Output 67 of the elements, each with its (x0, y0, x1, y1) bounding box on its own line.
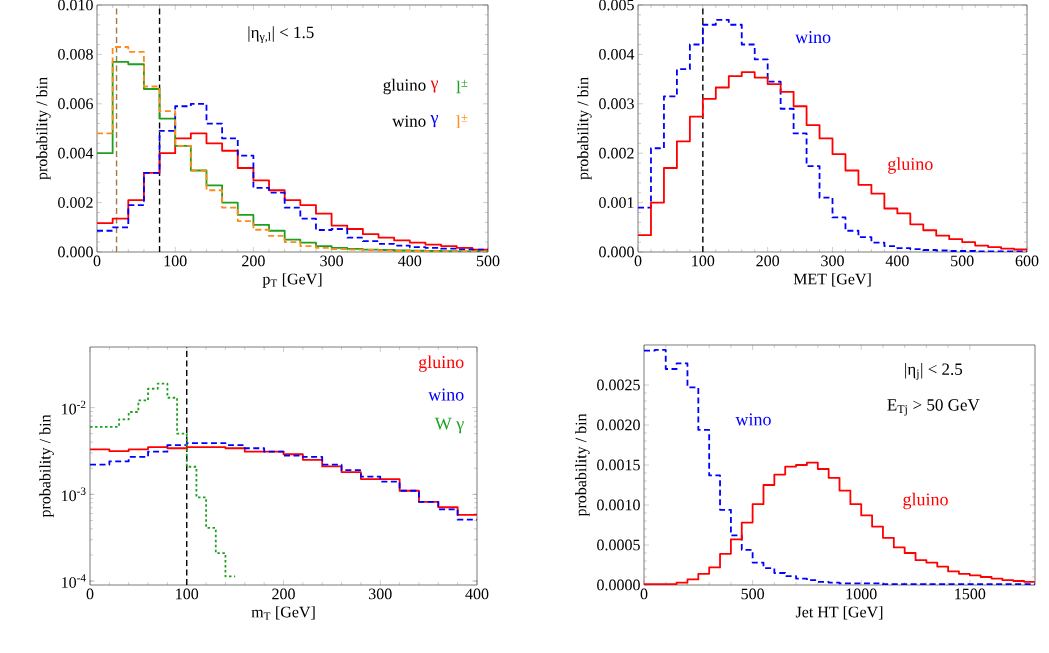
x-tick-label: 0 (93, 255, 101, 267)
annotation: |η$_{γ,l}$| < 1.5 (248, 26, 314, 44)
y-tick-label: 0.001 (599, 197, 634, 209)
annotation: wino (392, 115, 426, 127)
x-tick-label: 1000 (846, 588, 877, 600)
x-tick-label: 0 (640, 588, 648, 600)
x-tick-label: 1500 (955, 588, 986, 600)
y-axis-title: probability / bin (577, 77, 592, 180)
y-tick-label: 10$^{-3}$ (62, 487, 86, 502)
x-tick-label: 600 (1015, 255, 1039, 267)
y-tick-label: 0.0010 (597, 499, 640, 511)
y-tick-label: 0.005 (599, 0, 634, 11)
y-tick-label: 0.000 (599, 246, 634, 258)
text: γ (430, 115, 439, 128)
y-tick-label: 0.003 (599, 98, 634, 110)
text: W γ (434, 417, 464, 434)
x-axis-title: p$_{T}$ [GeV] (262, 273, 322, 288)
y-tick-label: 0.004 (599, 48, 635, 60)
annotation: gluino (383, 78, 426, 95)
x-tick-label: 0 (634, 255, 642, 267)
series-label: wino (735, 413, 771, 426)
x-tick-label: 0 (86, 588, 94, 600)
y-tick-label: 0.000 (58, 246, 93, 258)
x-tick-label: 400 (885, 255, 909, 267)
y-tick-label: 10$^{-4}$ (62, 574, 86, 588)
y-tick-label: 0.002 (58, 197, 93, 209)
y-axis-title: probability / bin (39, 414, 54, 518)
x-tick-label: 300 (821, 255, 844, 267)
x-axis-title: Jet HT [GeV] (795, 606, 883, 620)
y-tick-label: 0.0015 (597, 459, 640, 471)
y-tick-label: 10$^{-2}$ (62, 400, 86, 415)
y-tick-label: 0.004 (58, 147, 94, 159)
x-tick-label: 100 (176, 588, 199, 600)
y-tick-label: 0.0005 (597, 539, 640, 551)
x-tick-label: 500 (951, 255, 974, 267)
x-tick-label: 100 (164, 255, 187, 267)
series-label: gluino (888, 157, 933, 174)
text: wino (428, 388, 464, 401)
x-axis-title: MET [GeV] (793, 273, 871, 287)
y-tick-label: 0.006 (58, 98, 94, 110)
x-axis-title: m$_{T}$ [GeV] (251, 606, 315, 620)
x-tick-label: 500 (741, 588, 765, 600)
x-tick-label: 400 (465, 588, 489, 600)
text: l$^{±}$ (456, 114, 468, 128)
x-tick-label: 100 (692, 255, 715, 267)
x-tick-label: 300 (320, 255, 343, 267)
x-tick-label: 500 (476, 255, 500, 267)
y-tick-label: 0.008 (58, 48, 93, 60)
y-axis-title: probability / bin (36, 77, 51, 180)
y-tick-label: 0.010 (58, 0, 93, 11)
series-label: wino (795, 31, 831, 44)
x-tick-label: 300 (369, 588, 392, 600)
y-tick-label: 0.0020 (597, 419, 640, 431)
series-label: gluino (903, 492, 948, 510)
y-axis-title: probability / bin (575, 413, 590, 517)
y-tick-label: 0.002 (599, 147, 634, 159)
text: γ (430, 80, 439, 93)
text: l$^{±}$ (456, 79, 468, 94)
text: gluino (418, 355, 464, 372)
x-tick-label: 200 (756, 255, 780, 267)
x-tick-label: 200 (272, 588, 295, 600)
annotation: E$_{Tj}$ > 50 GeV (887, 399, 980, 416)
y-tick-label: 0.0025 (597, 379, 640, 391)
y-tick-label: 0.0000 (597, 579, 640, 591)
annotation: |η$_{j}$| < 2.5 (905, 362, 963, 380)
x-tick-label: 200 (242, 255, 265, 267)
x-tick-label: 400 (398, 255, 422, 267)
